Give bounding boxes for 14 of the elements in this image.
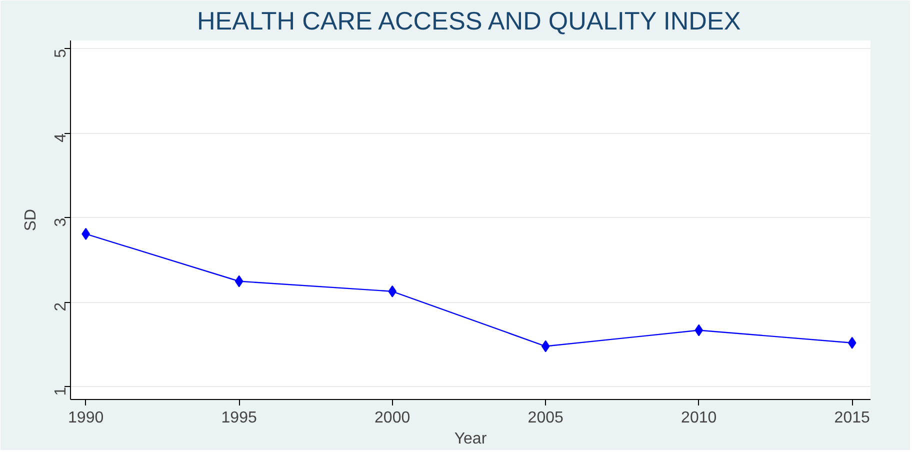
x-tick-label: 2015: [834, 410, 870, 426]
y-tick-label: 3: [52, 218, 70, 227]
x-tick-label: 2000: [374, 410, 410, 426]
x-tick-label: 2010: [681, 410, 717, 426]
y-tick-label: 2: [52, 302, 70, 312]
y-axis-title: SD: [22, 208, 40, 232]
chart-title: HEALTH CARE ACCESS AND QUALITY INDEX: [196, 8, 741, 36]
y-tick-label: 1: [52, 386, 70, 396]
x-tick-label: 2005: [528, 410, 564, 426]
y-tick-label: 4: [52, 133, 70, 142]
x-tick-label: 1990: [68, 410, 104, 426]
x-axis-title: Year: [454, 430, 488, 448]
y-tick-label: 5: [52, 48, 70, 58]
x-tick-label: 1995: [221, 410, 257, 426]
